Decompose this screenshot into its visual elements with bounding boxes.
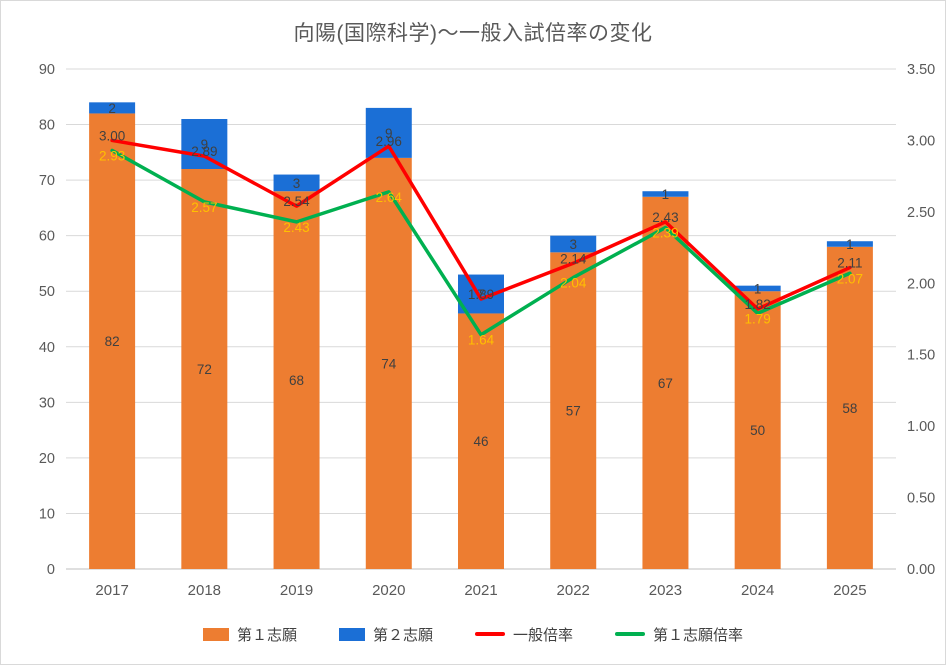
left-axis-tick-label: 20	[39, 451, 55, 467]
right-axis-tick-label: 2.50	[907, 205, 935, 221]
legend-label-first-choice-ratio: 第１志願倍率	[653, 626, 744, 644]
bar-first-choice-2023	[642, 196, 689, 569]
bar-first-choice-2017	[89, 113, 136, 569]
bar-label-first-choice: 68	[289, 373, 304, 388]
bar-second-choice-2018	[181, 119, 228, 169]
right-axis-tick-label: 0.00	[907, 562, 935, 578]
legend-label-general-ratio: 一般倍率	[513, 626, 574, 644]
right-axis-tick-label: 1.50	[907, 348, 935, 364]
bar-label-second-choice: 1	[662, 187, 670, 202]
right-axis-tick-label: 1.00	[907, 419, 935, 435]
bar-label-second-choice: 2	[108, 101, 116, 116]
line-label-general-ratio: 2.11	[837, 256, 862, 271]
line-label-general-ratio: 1.89	[468, 287, 494, 302]
x-axis-category-label: 2022	[557, 582, 590, 599]
bar-first-choice-2024	[734, 291, 781, 569]
x-axis-category-label: 2025	[833, 582, 866, 599]
legend-item-first-choice: 第１志願	[202, 624, 297, 645]
bar-second-choice-2019	[273, 174, 320, 192]
legend-label-second-choice: 第２志願	[372, 626, 433, 644]
line-label-first-choice-ratio: 2.39	[652, 226, 678, 241]
plot-area: 0 10 20 30 40 50 60 70 80 90 0.00 0.50 1.00 1.50 2.00 2…	[39, 62, 935, 599]
left-axis-tick-label: 10	[39, 506, 55, 522]
legend-item-first-choice-ratio: 第１志願倍率	[615, 624, 743, 645]
line-label-first-choice-ratio: 2.07	[837, 271, 863, 286]
left-axis-tick-label: 70	[39, 173, 55, 189]
bar-first-choice-2018	[181, 169, 228, 569]
right-axis-tick-label: 0.50	[907, 491, 935, 507]
legend-item-general-ratio: 一般倍率	[475, 624, 573, 645]
bar-label-second-choice: 7	[477, 287, 485, 302]
line-label-general-ratio: 1.82	[745, 297, 771, 312]
bar-label-first-choice: 82	[105, 334, 120, 349]
line-label-first-choice-ratio: 2.64	[376, 190, 403, 205]
left-axis-tick-label: 50	[39, 284, 55, 300]
bar-second-choice-2025	[826, 241, 873, 247]
bar-second-choice-2020	[365, 107, 412, 158]
bar-label-first-choice: 72	[197, 362, 212, 377]
line-label-general-ratio: 2.14	[560, 251, 587, 266]
x-axis-category-label: 2020	[372, 582, 405, 599]
x-axis-category-label: 2017	[95, 582, 128, 599]
left-axis-tick-label: 60	[39, 229, 55, 245]
bar-label-second-choice: 1	[754, 281, 762, 296]
right-axis-tick-label: 3.50	[907, 62, 935, 78]
bar-first-choice-2022	[550, 252, 597, 570]
line-label-first-choice-ratio: 2.57	[191, 200, 217, 215]
bar-first-choice-2019	[273, 191, 320, 569]
line-label-general-ratio: 2.43	[652, 210, 678, 225]
left-axis-tick-label: 30	[39, 395, 55, 411]
line-label-general-ratio: 2.96	[376, 134, 402, 149]
x-axis-category-label: 2024	[741, 582, 774, 599]
line-label-general-ratio: 2.54	[283, 194, 310, 209]
bar-label-first-choice: 57	[566, 404, 581, 419]
bar-first-choice-2025	[826, 246, 873, 569]
bar-label-second-choice: 1	[846, 237, 854, 252]
left-axis-tick-label: 40	[39, 340, 55, 356]
bar-second-choice-2017	[89, 102, 136, 114]
right-axis-tick-label: 2.00	[907, 276, 935, 292]
x-axis-category-label: 2018	[188, 582, 221, 599]
x-axis-category-label: 2019	[280, 582, 313, 599]
chart-title: 向陽(国際科学)～一般入試倍率の変化	[293, 22, 653, 45]
bar-second-choice-2023	[642, 191, 689, 197]
bar-label-second-choice: 9	[201, 137, 209, 152]
line-label-general-ratio: 3.00	[99, 128, 125, 143]
legend-item-second-choice: 第２志願	[338, 624, 433, 645]
bar-label-second-choice: 9	[385, 126, 393, 141]
bar-first-choice-2021	[458, 313, 504, 569]
x-axis-category-label: 2023	[649, 582, 682, 599]
bar-label-first-choice: 46	[473, 434, 488, 449]
line-general-ratio	[110, 138, 852, 311]
x-axis-category-label: 2021	[464, 582, 497, 599]
line-label-first-choice-ratio: 1.64	[468, 333, 495, 348]
right-axis-tick-label: 3.00	[907, 133, 935, 149]
line-label-general-ratio: 2.89	[191, 144, 217, 159]
legend-label-first-choice: 第１志願	[236, 626, 297, 644]
bar-label-second-choice: 3	[293, 176, 301, 191]
bar-label-first-choice: 50	[750, 423, 765, 438]
line-label-first-choice-ratio: 1.79	[745, 311, 771, 326]
bar-second-choice-2022	[550, 235, 597, 253]
legend-line-swatch-first-choice-ratio	[615, 632, 646, 636]
legend: 第１志願 第２志願 一般倍率 第１志願倍率	[1, 621, 945, 647]
line-first-choice-ratio	[110, 148, 852, 337]
left-axis-tick-label: 0	[47, 562, 55, 578]
line-label-first-choice-ratio: 2.04	[560, 276, 587, 291]
bar-label-first-choice: 74	[381, 356, 397, 371]
left-axis-tick-label: 80	[39, 118, 55, 134]
bar-label-first-choice: 58	[842, 401, 857, 416]
bar-label-second-choice: 3	[569, 237, 577, 252]
legend-line-swatch-general-ratio	[475, 632, 505, 636]
bar-second-choice-2024	[734, 285, 781, 292]
bar-label-first-choice: 67	[658, 376, 673, 391]
line-label-first-choice-ratio: 2.93	[99, 148, 125, 163]
line-label-first-choice-ratio: 2.43	[283, 220, 309, 235]
bar-first-choice-2020	[365, 157, 412, 569]
legend-bar-swatch-first-choice	[202, 627, 229, 641]
legend-bar-swatch-second-choice	[338, 627, 365, 641]
left-axis-tick-label: 90	[39, 62, 55, 78]
